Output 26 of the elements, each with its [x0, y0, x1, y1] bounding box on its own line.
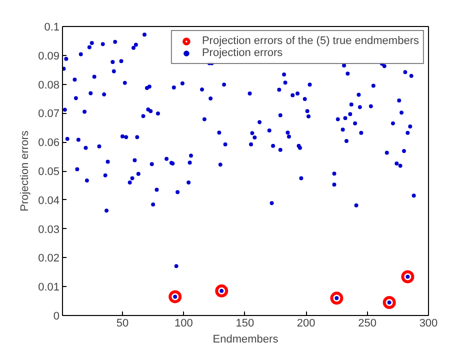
x-tick-label: 300: [419, 318, 438, 330]
y-tick-label: 0.05: [38, 166, 60, 178]
y-tick-label: 0.1: [44, 22, 60, 34]
x-tick-label: 250: [358, 318, 376, 330]
y-tick-label: 0: [53, 310, 60, 322]
x-tick-label: 200: [296, 318, 316, 330]
point: [382, 296, 396, 309]
y-tick-label: 0.08: [38, 79, 60, 92]
y-tick-label: 0.02: [38, 252, 60, 265]
y-tick-label: 0.09: [38, 50, 60, 62]
x-tick-label: 150: [236, 318, 254, 330]
legend-label: Projection errors: [202, 47, 283, 59]
x-axis-title: Endmembers: [212, 334, 279, 346]
point: [401, 270, 414, 284]
y-tick-label: 0.04: [38, 194, 60, 207]
point: [168, 290, 182, 304]
y-tick-label: 0.01: [38, 282, 60, 294]
legend-label: Projection errors of the (5) true endmembers: [202, 35, 419, 47]
point: [215, 284, 228, 298]
point: [330, 292, 344, 305]
y-tick-label: 0.06: [38, 137, 60, 150]
y-axis-title: Projection errors: [19, 130, 32, 212]
x-tick-label: 100: [174, 318, 193, 330]
x-tick-label: 50: [116, 318, 129, 330]
y-tick-label: 0.03: [38, 224, 60, 236]
y-tick-label: 0.07: [38, 108, 60, 120]
